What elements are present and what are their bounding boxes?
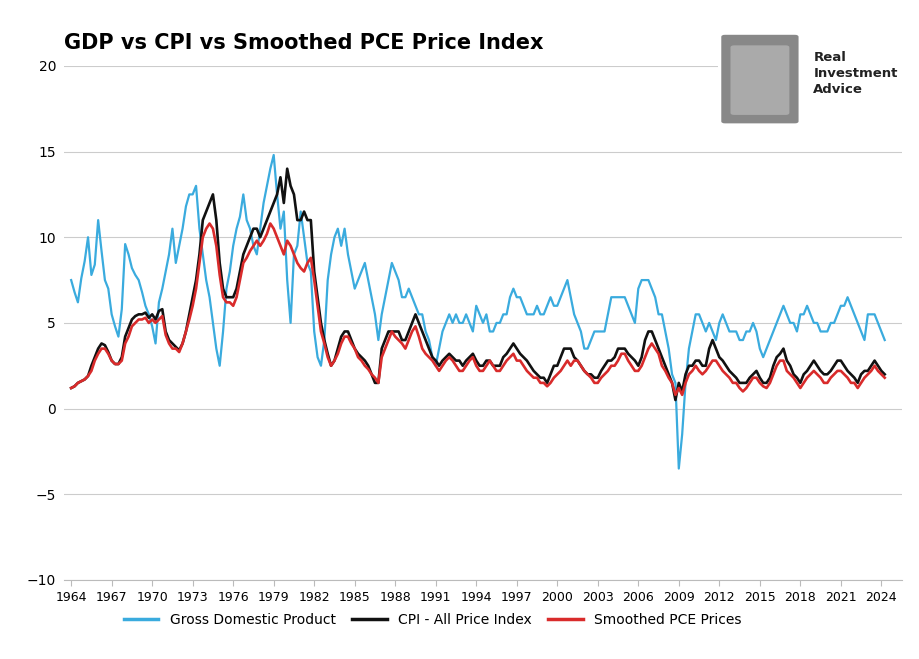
Legend: Gross Domestic Product, CPI - All Price Index, Smoothed PCE Prices: Gross Domestic Product, CPI - All Price …: [118, 607, 746, 632]
Text: Real
Investment
Advice: Real Investment Advice: [812, 51, 897, 96]
Text: GDP vs CPI vs Smoothed PCE Price Index: GDP vs CPI vs Smoothed PCE Price Index: [64, 33, 543, 53]
FancyBboxPatch shape: [713, 24, 904, 134]
FancyBboxPatch shape: [730, 45, 789, 115]
FancyBboxPatch shape: [720, 35, 798, 123]
